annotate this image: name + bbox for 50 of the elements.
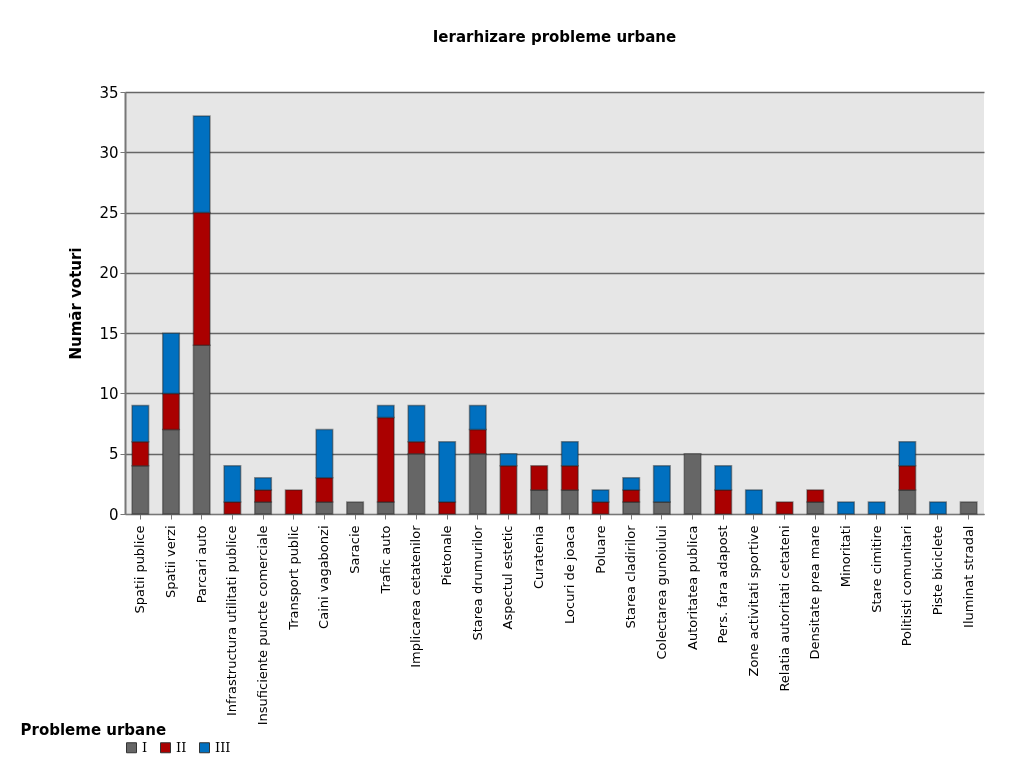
- x-tick-label: Locuri de joaca: [561, 525, 577, 624]
- y-tick-label: 0: [108, 505, 119, 524]
- bar: [775, 501, 794, 515]
- bar: [744, 489, 763, 515]
- y-tick-label: 20: [99, 264, 119, 283]
- x-tick-label: Curatenia: [531, 525, 547, 590]
- x-tick-label: Autoritatea publica: [684, 525, 700, 650]
- x-tick-label: Saracie: [347, 525, 363, 574]
- x-tick-label: Piste biciclete: [929, 525, 945, 616]
- bar: [836, 501, 855, 515]
- y-tick-label: 15: [99, 324, 119, 343]
- x-tick-label: Minoritati: [837, 525, 853, 588]
- x-tick-label: Aspectul estetic: [500, 525, 516, 630]
- x-tick-label: Zone activitati sportive: [745, 525, 761, 677]
- chart-title: Ierarhizare probleme urbane: [432, 28, 677, 46]
- x-tick-label: Densitate prea mare: [807, 525, 823, 660]
- x-axis-title: Probleme urbane: [20, 720, 167, 739]
- x-tick-label: Relatia autoritati cetateni: [776, 525, 792, 692]
- legend-label: II: [176, 739, 187, 755]
- x-tick-label: Caini vagabonzi: [316, 525, 332, 629]
- x-tick-label: Spatii verzi: [163, 525, 179, 598]
- x-tick-label: Spatii publice: [132, 525, 148, 614]
- y-tick-label: 5: [108, 445, 119, 464]
- x-tick-label: Colectarea gunoiului: [653, 525, 669, 660]
- x-tick-label: Starea drumurilor: [469, 524, 485, 641]
- x-tick-label: Parcari auto: [193, 525, 209, 604]
- x-tick-label: Implicarea cetatenilor: [408, 524, 424, 668]
- bar: [284, 489, 303, 515]
- bar: [867, 501, 886, 515]
- legend-label: I: [142, 739, 148, 755]
- x-tick-label: Starea cladirilor: [623, 524, 639, 629]
- x-tick-label: Pers. fara adapost: [715, 525, 731, 644]
- x-tick-label: Trafic auto: [377, 525, 393, 595]
- y-axis-title: Număr voturi: [67, 247, 86, 360]
- x-tick-label: Infrastructura utilitati publice: [224, 525, 240, 717]
- legend-label: III: [215, 739, 231, 755]
- bar: [959, 501, 978, 515]
- y-tick-label: 35: [99, 83, 119, 102]
- x-tick-label: Iluminat stradal: [960, 525, 976, 628]
- x-tick-label: Transport public: [285, 525, 301, 631]
- x-tick-label: Politisti comunitari: [899, 525, 915, 647]
- y-tick-label: 25: [99, 204, 119, 223]
- y-tick-label: 30: [99, 143, 119, 162]
- bar: [928, 501, 948, 515]
- x-tick-label: Insuficiente puncte comerciale: [255, 525, 271, 726]
- x-tick-label: Pietonale: [439, 525, 455, 586]
- x-tick-label: Poluare: [592, 525, 608, 574]
- x-tick-label: Stare cimitire: [868, 525, 884, 613]
- y-tick-label: 10: [99, 384, 119, 403]
- bar: [346, 501, 365, 515]
